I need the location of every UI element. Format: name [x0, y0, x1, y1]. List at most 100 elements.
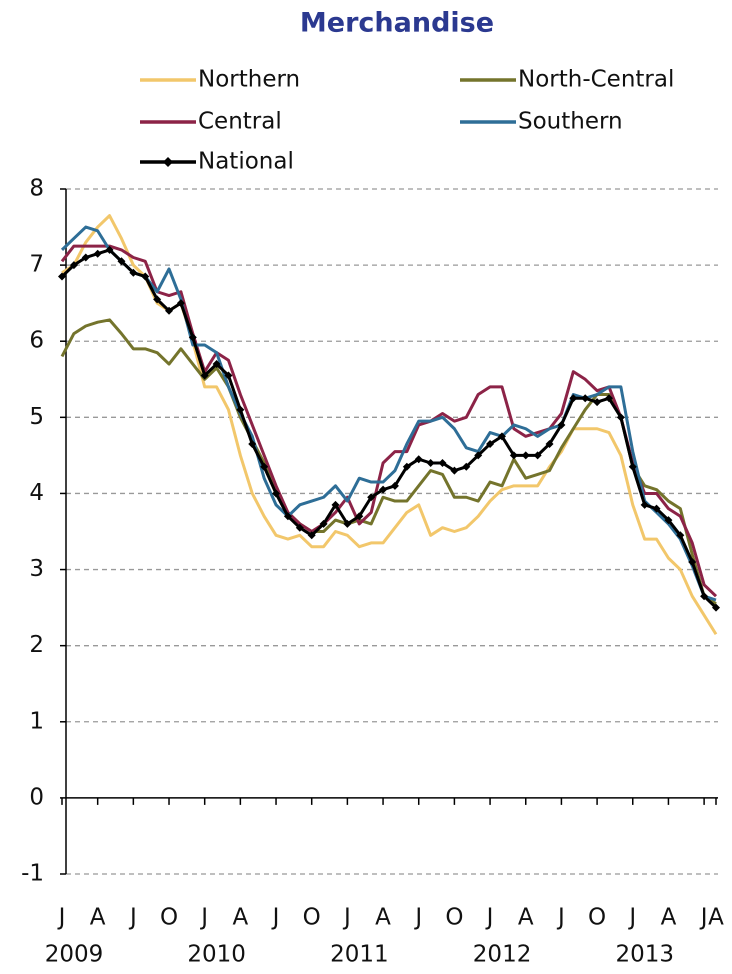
y-tick-label: -1 [21, 861, 44, 887]
point-marker [474, 451, 483, 460]
point-marker [81, 253, 90, 262]
y-tick-label: 3 [29, 556, 44, 582]
point-marker [307, 531, 316, 540]
point-marker [188, 333, 197, 342]
y-tick-label: 2 [29, 632, 44, 658]
point-marker [557, 420, 566, 429]
x-tick-label: J [627, 905, 636, 931]
point-marker [390, 481, 399, 490]
point-marker [426, 459, 435, 467]
point-marker [652, 504, 661, 513]
year-label: 2012 [473, 942, 532, 968]
legend-label: Northern [198, 67, 300, 93]
point-marker [581, 394, 590, 403]
point-marker [153, 295, 162, 304]
point-marker [640, 500, 649, 509]
legend-label: Central [198, 109, 282, 135]
point-marker [462, 462, 471, 471]
point-marker [141, 272, 150, 281]
point-marker [69, 261, 78, 270]
x-tick-label: J [128, 905, 137, 931]
x-tick-label: J [485, 905, 494, 931]
point-marker [569, 394, 578, 403]
point-marker [355, 512, 364, 521]
point-marker [58, 272, 66, 281]
point-marker [628, 462, 637, 471]
point-marker [283, 512, 292, 521]
x-tick-label: J [342, 905, 351, 931]
series-line [60, 318, 717, 606]
point-marker [545, 439, 554, 448]
point-marker [129, 268, 138, 277]
point-marker [664, 516, 673, 525]
point-marker [295, 523, 304, 532]
x-tick-label: J [199, 905, 208, 931]
x-tick-label: A [232, 905, 248, 931]
x-tick-label: J [57, 905, 66, 931]
series-line [60, 248, 718, 609]
point-marker [379, 485, 388, 494]
series-line [60, 225, 717, 602]
point-marker [93, 249, 102, 258]
year-label: 2010 [187, 942, 246, 968]
x-tick-label: J [413, 905, 422, 931]
point-marker [176, 299, 185, 308]
point-marker [712, 603, 720, 612]
x-tick-label: J [556, 905, 565, 931]
point-marker [248, 439, 257, 448]
point-marker [521, 451, 530, 460]
point-marker [593, 398, 602, 407]
point-marker [200, 371, 209, 380]
point-marker [438, 459, 447, 467]
x-tick-label: A [518, 905, 534, 931]
x-tick-label: O [160, 905, 178, 931]
point-marker [497, 432, 506, 441]
x-tick-label: A [708, 905, 724, 931]
point-marker [688, 557, 697, 566]
legend-label: North-Central [518, 67, 674, 93]
y-tick-label: 5 [29, 404, 44, 430]
point-marker [343, 519, 352, 528]
x-tick-label: J [271, 905, 280, 931]
x-tick-label: A [90, 905, 106, 931]
legend-marker [163, 157, 173, 167]
year-label: 2011 [330, 942, 389, 968]
point-marker [224, 371, 233, 380]
point-marker [676, 531, 685, 540]
legend-label: National [198, 149, 294, 175]
y-tick-label: 7 [29, 252, 44, 278]
point-marker [260, 462, 269, 471]
point-marker [319, 519, 328, 528]
year-label: 2013 [615, 942, 674, 968]
point-marker [117, 257, 126, 266]
legend-label: Southern [518, 109, 623, 135]
y-tick-label: 4 [29, 480, 44, 506]
point-marker [533, 451, 542, 460]
point-marker [165, 306, 174, 315]
point-marker [450, 466, 459, 475]
x-tick-label: O [588, 905, 606, 931]
x-tick-label: A [375, 905, 391, 931]
point-marker [236, 405, 245, 414]
year-label: 2009 [45, 942, 104, 968]
chart-title: Merchandise [300, 8, 494, 39]
point-marker [367, 493, 376, 502]
series-line [61, 214, 718, 636]
y-tick-label: 8 [29, 176, 44, 202]
point-marker [105, 245, 114, 254]
x-tick-label: A [661, 905, 677, 931]
point-marker [331, 500, 340, 509]
point-marker [700, 592, 709, 601]
point-marker [212, 360, 221, 369]
point-marker [272, 489, 281, 498]
point-marker [414, 455, 423, 464]
point-marker [486, 439, 495, 448]
y-tick-label: 6 [29, 328, 44, 354]
point-marker [616, 413, 625, 422]
x-tick-label: O [303, 905, 321, 931]
x-tick-label: O [445, 905, 463, 931]
point-marker [509, 451, 518, 460]
y-tick-label: 0 [29, 784, 44, 810]
y-tick-label: 1 [29, 708, 44, 734]
